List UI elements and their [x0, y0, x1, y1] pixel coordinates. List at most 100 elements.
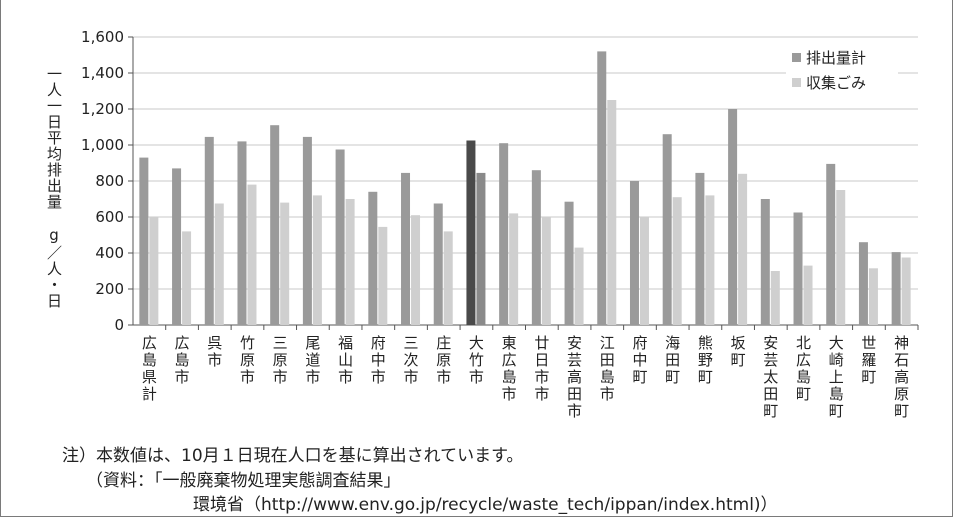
bar-shushu-gomi	[705, 195, 715, 325]
x-category-label: 山	[338, 351, 353, 369]
x-category-label: 廿	[534, 334, 549, 352]
bar-haishutsu-ryokei	[335, 149, 345, 325]
bar-shushu-gomi	[607, 100, 617, 325]
x-category-label: 府	[371, 334, 386, 352]
bar-haishutsu-ryokei	[597, 51, 607, 326]
bar-haishutsu-ryokei	[466, 140, 476, 325]
x-category-label: 石	[894, 351, 909, 369]
bar-chart: 02004006008001,0001,2001,4001,600広島県計広島市…	[81, 28, 919, 420]
bar-haishutsu-ryokei	[270, 125, 280, 325]
x-category-label: 中	[371, 351, 386, 369]
x-category-label: 市	[567, 402, 582, 420]
x-category-label: 島	[829, 385, 844, 403]
x-category-label: 道	[305, 351, 320, 369]
x-category-label: 三	[404, 334, 419, 352]
x-category-label: 市	[469, 368, 484, 386]
footnote-line-1: 注）本数値は、10月１日現在人口を基に算出されています。	[62, 446, 524, 466]
x-category-label: 熊	[698, 334, 713, 352]
bar-shushu-gomi	[214, 203, 224, 325]
x-category-label: 市	[534, 368, 549, 386]
x-category-label: 坂	[731, 334, 746, 352]
x-category-label: 市	[240, 368, 255, 386]
x-category-label: 大	[469, 334, 484, 352]
legend-swatch	[792, 53, 801, 62]
bar-shushu-gomi	[509, 213, 519, 325]
x-category-label: 市	[371, 368, 386, 386]
bar-haishutsu-ryokei	[237, 141, 247, 325]
bar-haishutsu-ryokei	[760, 199, 770, 325]
bar-haishutsu-ryokei	[629, 181, 639, 325]
bar-haishutsu-ryokei	[302, 136, 312, 325]
bar-shushu-gomi	[443, 231, 453, 325]
y-axis-label: 一人一日平均排出量 g／人・日	[45, 66, 63, 309]
bar-shushu-gomi	[476, 172, 486, 325]
bar-shushu-gomi	[639, 217, 649, 325]
x-category-label: 市	[600, 385, 615, 403]
bar-haishutsu-ryokei	[858, 242, 868, 325]
x-category-label: 江	[600, 334, 615, 352]
bar-shushu-gomi	[738, 173, 748, 325]
x-category-label: 芸	[763, 351, 778, 369]
legend-label: 排出量計	[806, 49, 866, 67]
y-tick-label: 600	[95, 208, 124, 226]
bar-shushu-gomi	[672, 197, 682, 325]
x-category-label: 広	[502, 351, 517, 369]
y-tick-label: 1,600	[81, 28, 124, 46]
x-category-label: 田	[600, 351, 615, 369]
bar-shushu-gomi	[901, 257, 911, 325]
x-category-label: 竹	[469, 351, 484, 369]
x-category-label: 市	[502, 385, 517, 403]
bar-haishutsu-ryokei	[826, 163, 836, 325]
x-category-label: 世	[861, 334, 876, 352]
bar-haishutsu-ryokei	[793, 212, 803, 325]
x-category-label: 広	[175, 334, 190, 352]
bar-shushu-gomi	[770, 271, 780, 325]
x-category-label: 原	[436, 351, 451, 369]
x-category-label: 安	[567, 334, 582, 352]
bar-shushu-gomi	[312, 195, 322, 325]
x-category-label: 町	[796, 385, 811, 403]
bar-shushu-gomi	[411, 215, 421, 325]
x-category-label: 町	[894, 402, 909, 420]
x-category-label: 島	[600, 368, 615, 386]
x-category-label: 芸	[567, 351, 582, 369]
x-category-label: 東	[502, 334, 517, 352]
x-category-label: 崎	[829, 351, 844, 369]
y-tick-label: 400	[95, 244, 124, 262]
x-category-label: 日	[534, 351, 549, 369]
x-category-label: 上	[829, 368, 844, 386]
legend-swatch	[792, 78, 801, 87]
bar-haishutsu-ryokei	[204, 136, 214, 325]
bar-haishutsu-ryokei	[499, 143, 509, 325]
legend-background	[786, 46, 898, 102]
x-category-label: 田	[763, 385, 778, 403]
bar-haishutsu-ryokei	[891, 252, 901, 325]
x-category-label: 町	[698, 368, 713, 386]
x-category-label: 原	[894, 385, 909, 403]
x-category-label: 羅	[861, 351, 876, 369]
bar-haishutsu-ryokei	[695, 172, 705, 325]
x-category-label: 県	[142, 368, 157, 386]
bar-shushu-gomi	[149, 217, 159, 325]
bar-shushu-gomi	[345, 199, 355, 325]
x-category-label: 町	[829, 402, 844, 420]
x-category-label: 中	[632, 351, 647, 369]
bar-haishutsu-ryokei	[564, 201, 574, 325]
x-category-label: 竹	[240, 334, 255, 352]
x-category-label: 野	[698, 351, 713, 369]
x-category-label: 島	[175, 351, 190, 369]
x-category-label: 安	[763, 334, 778, 352]
bar-haishutsu-ryokei	[433, 203, 443, 325]
x-category-label: 原	[240, 351, 255, 369]
x-category-label: 町	[665, 368, 680, 386]
x-category-label: 市	[207, 351, 222, 369]
x-category-label: 高	[567, 368, 582, 386]
x-category-label: 広	[142, 334, 157, 352]
x-category-label: 田	[567, 385, 582, 403]
y-tick-label: 0	[114, 316, 124, 334]
x-category-label: 町	[861, 368, 876, 386]
x-category-label: 高	[894, 368, 909, 386]
bar-shushu-gomi	[280, 202, 290, 325]
y-tick-label: 800	[95, 172, 124, 190]
x-category-label: 尾	[305, 334, 320, 352]
